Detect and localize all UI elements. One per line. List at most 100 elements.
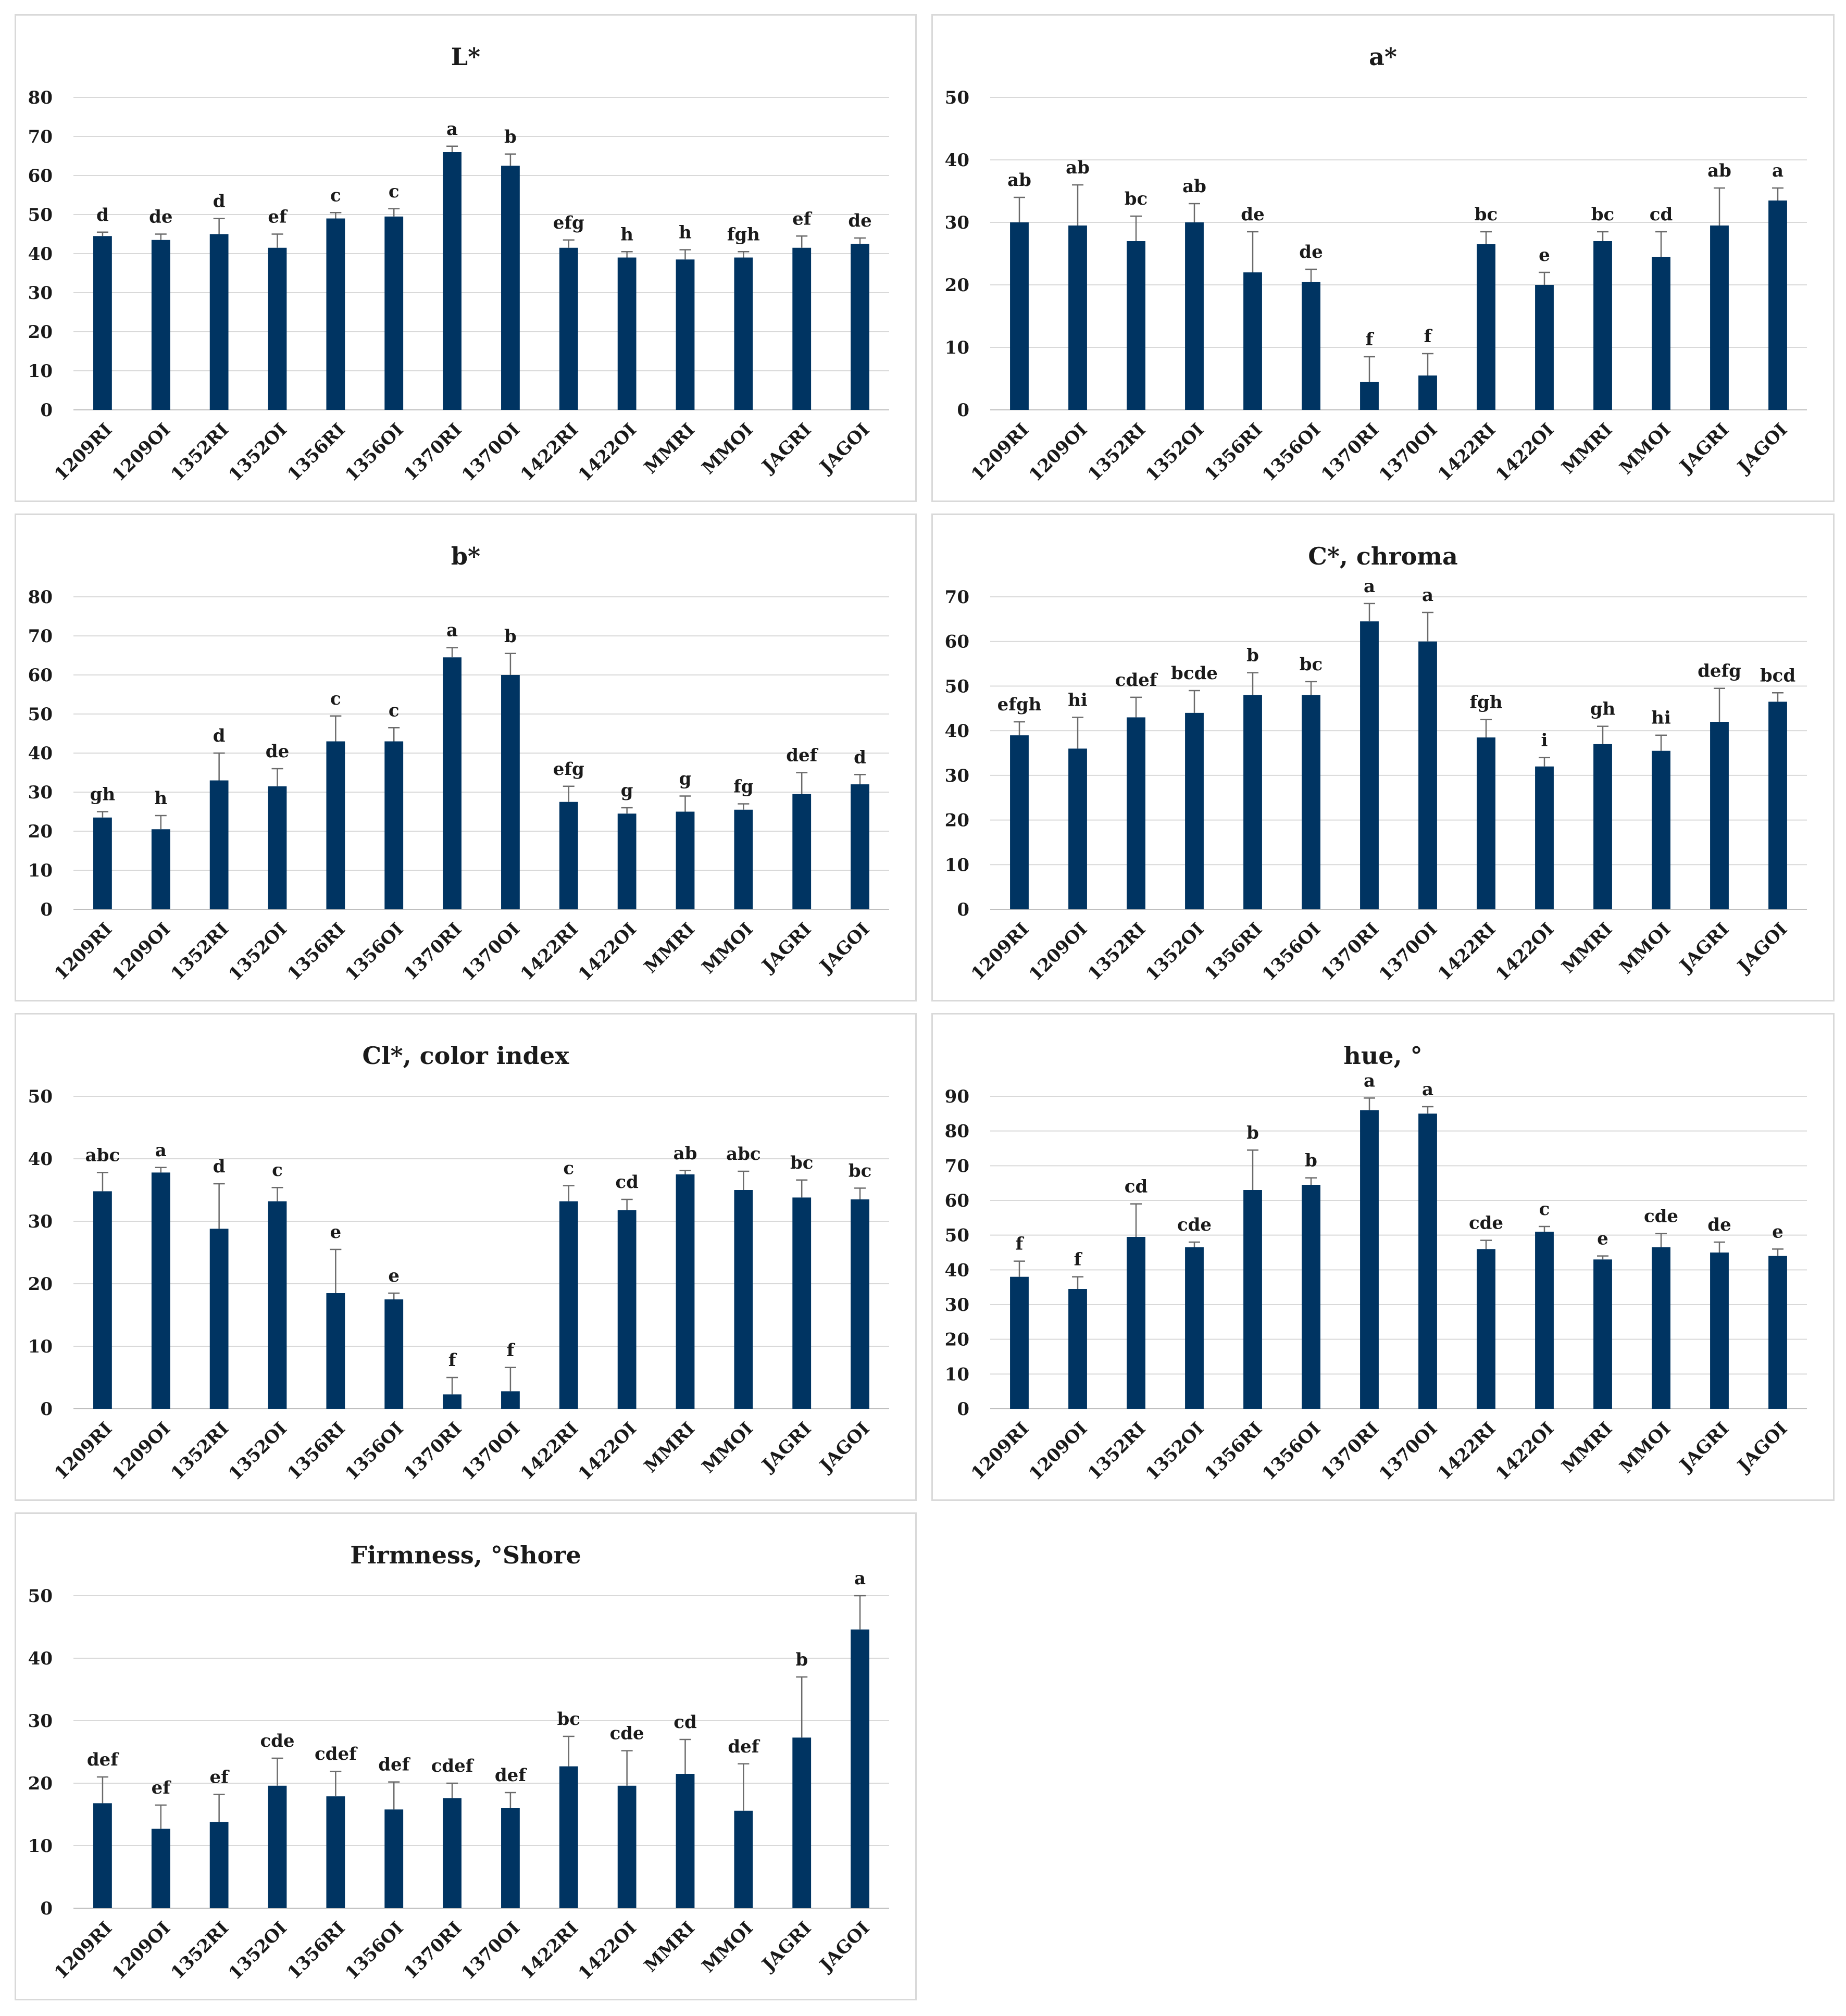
- chart-panel-b-star: b* 0 10 20 30 40 50 60 70 80 gh 1209RI h 1209OI d 1352R…: [15, 514, 917, 1001]
- significance-letter: bc: [849, 1160, 871, 1181]
- x-tick-label: 1356RI: [283, 919, 349, 984]
- x-tick-label: 1370OI: [1375, 1418, 1441, 1484]
- x-tick-label: 1356RI: [283, 419, 349, 485]
- significance-letter: ef: [268, 207, 288, 228]
- bar-chart-svg: Cl*, color index01020304050abc1209RIa120…: [28, 1042, 889, 1484]
- x-tick-label: MMOI: [698, 919, 757, 978]
- significance-letter: def: [495, 1765, 527, 1786]
- x-tick-label: 1422RI: [517, 919, 582, 984]
- y-tick-label: 20: [945, 275, 969, 296]
- bar: [851, 244, 869, 410]
- significance-letter: bc: [1475, 204, 1498, 225]
- x-tick-label: MMOI: [698, 1418, 757, 1477]
- significance-letter: def: [87, 1749, 119, 1770]
- significance-letter: fgh: [727, 224, 760, 245]
- bar-chart-svg: Firmness, °Shore 0 10 20 30 40 50 def 1209RI ef 12…: [28, 1541, 889, 1984]
- significance-letter: de: [266, 741, 289, 762]
- x-tick-label: 1422OI: [1492, 919, 1558, 985]
- bar: [1652, 257, 1670, 410]
- x-tick-label: JAGOI: [1732, 1418, 1791, 1477]
- bar: [851, 784, 869, 909]
- x-tick-label: MMRI: [1558, 919, 1617, 978]
- chart-panel-a-star: a* 0 10 20 30 40 50 ab 1209RI ab 1209OI bc 1352RI ab 1…: [931, 14, 1835, 502]
- x-tick-label: 1422OI: [575, 919, 641, 985]
- y-tick-label: 40: [28, 244, 53, 265]
- bar: [1593, 241, 1612, 410]
- y-tick-label: 20: [28, 1274, 53, 1295]
- y-tick-label: 50: [28, 205, 53, 226]
- bar: [1768, 1256, 1787, 1409]
- y-tick-label: 20: [28, 322, 53, 343]
- bar: [1535, 285, 1554, 410]
- bar: [209, 1229, 229, 1409]
- x-tick-label: MMRI: [640, 1418, 699, 1477]
- chart-panel-chroma: C*, chroma 0 10 20 30 40 50 60 70 efgh 1209RI hi 120…: [931, 514, 1835, 1001]
- y-tick-label: 60: [945, 1191, 969, 1211]
- bar: [326, 218, 345, 410]
- x-tick-label: 1422RI: [517, 1918, 582, 1983]
- bar: [93, 1803, 112, 1908]
- bar: [1593, 744, 1612, 909]
- significance-letter: ab: [1007, 170, 1031, 191]
- x-tick-label: 1209OI: [108, 1418, 174, 1484]
- significance-letter: efg: [553, 759, 584, 780]
- bar: [1243, 1190, 1262, 1409]
- y-tick-label: 60: [28, 166, 53, 186]
- x-tick-label: 1209OI: [108, 419, 174, 485]
- y-tick-label: 50: [28, 1586, 53, 1607]
- significance-letter: cde: [1469, 1213, 1503, 1234]
- x-tick-label: 1370RI: [1317, 919, 1383, 984]
- significance-letter: ef: [152, 1777, 172, 1798]
- y-tick-label: 30: [945, 1295, 969, 1316]
- x-tick-label: 1422OI: [575, 1918, 641, 1984]
- x-tick-label: 1422RI: [1434, 419, 1500, 485]
- bar: [1068, 1289, 1087, 1409]
- y-tick-label: 30: [945, 766, 969, 786]
- x-tick-label: 1422OI: [1492, 419, 1558, 485]
- y-tick-label: 30: [945, 212, 969, 233]
- significance-letter: ab: [673, 1143, 697, 1164]
- significance-letter: c: [389, 700, 400, 721]
- bar: [1302, 282, 1320, 410]
- bar: [851, 1629, 869, 1908]
- x-tick-label: 1352OI: [224, 1918, 291, 1984]
- y-tick-label: 20: [28, 1773, 53, 1794]
- x-tick-label: 1356OI: [341, 1418, 407, 1484]
- bar: [209, 1822, 229, 1908]
- significance-letter: f: [1366, 329, 1375, 350]
- bar: [151, 1172, 170, 1409]
- significance-letter: bc: [790, 1153, 813, 1173]
- bar: [1768, 201, 1787, 410]
- significance-letter: f: [448, 1350, 457, 1371]
- bar: [1127, 717, 1145, 909]
- significance-letter: hi: [1651, 708, 1671, 729]
- bar: [1477, 737, 1495, 909]
- y-tick-label: 10: [28, 860, 53, 881]
- bar: [676, 811, 695, 909]
- bar: [1360, 621, 1379, 909]
- bar: [1535, 766, 1554, 909]
- bar: [617, 1785, 637, 1908]
- x-tick-label: MMRI: [640, 919, 699, 978]
- y-tick-label: 50: [945, 1225, 969, 1246]
- bar: [1010, 735, 1029, 909]
- significance-letter: cde: [1644, 1206, 1678, 1226]
- y-tick-label: 20: [945, 810, 969, 831]
- x-tick-label: 1422RI: [1434, 919, 1500, 984]
- significance-letter: b: [1246, 645, 1259, 666]
- significance-letter: b: [1305, 1150, 1317, 1171]
- x-tick-label: 1209OI: [1025, 1418, 1091, 1484]
- significance-letter: cd: [615, 1172, 638, 1193]
- y-tick-label: 40: [28, 743, 53, 764]
- x-tick-label: MMOI: [698, 1918, 757, 1977]
- x-tick-label: 1352RI: [167, 1918, 233, 1983]
- significance-letter: e: [1772, 1221, 1783, 1242]
- bar: [1243, 272, 1262, 410]
- bar: [1768, 702, 1787, 909]
- bar: [1710, 722, 1729, 909]
- bar: [792, 1197, 812, 1409]
- chart-title: hue, °: [1343, 1042, 1422, 1070]
- significance-letter: abc: [726, 1144, 761, 1164]
- x-tick-label: JAGRI: [1675, 419, 1733, 478]
- x-tick-label: 1356RI: [283, 1918, 349, 1983]
